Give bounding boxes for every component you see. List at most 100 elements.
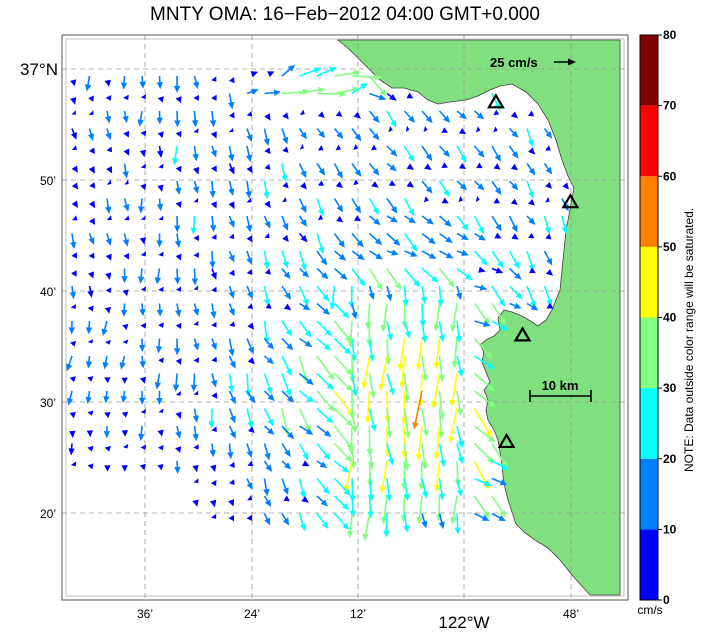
current-vector [174, 268, 181, 285]
current-vector [299, 144, 304, 150]
current-vector [263, 495, 272, 507]
current-vector [87, 445, 94, 452]
current-vector [386, 232, 401, 246]
y-tick-label: 30’ [40, 396, 56, 410]
current-vector [139, 355, 146, 369]
colorbar-segment [640, 388, 658, 459]
current-vector [193, 390, 199, 395]
current-vector [228, 408, 236, 424]
current-vector [246, 338, 254, 355]
current-vector [364, 390, 371, 424]
current-vector [316, 425, 332, 437]
current-vector [245, 145, 253, 163]
current-vector [157, 145, 164, 159]
current-vector [334, 69, 361, 77]
current-vector [211, 234, 217, 240]
y-tick-label: 50’ [40, 174, 56, 188]
current-vector [473, 110, 485, 120]
current-vector [333, 267, 348, 280]
current-vector [299, 67, 322, 77]
current-vector [508, 267, 522, 280]
station-4 [497, 432, 516, 449]
reference-arrow-head [568, 58, 576, 66]
current-vector [333, 337, 352, 355]
current-vector [263, 355, 275, 365]
current-vectors [66, 64, 569, 541]
current-vector [140, 251, 147, 257]
current-vector [368, 162, 380, 176]
current-vector [211, 165, 217, 173]
current-vector [402, 285, 409, 307]
current-vector [209, 215, 217, 233]
current-vector [155, 338, 163, 354]
current-vector [105, 128, 112, 141]
current-vector [211, 356, 217, 363]
current-vector [456, 390, 464, 417]
x-axis-ticks: 36’ 24’ 12’ 122°W 48’ [137, 607, 579, 632]
current-vector [388, 180, 396, 186]
current-vector [88, 95, 94, 102]
current-vector [211, 76, 217, 82]
current-vector [175, 165, 182, 173]
current-vector [473, 180, 485, 191]
current-vector [69, 285, 76, 300]
current-vector [528, 147, 536, 155]
current-vector [316, 442, 331, 461]
current-vector [333, 477, 351, 496]
current-vector [403, 478, 410, 502]
current-vector [209, 110, 217, 128]
current-vector [335, 144, 341, 151]
current-vector [298, 478, 306, 499]
current-vector [349, 495, 357, 518]
current-vector [545, 181, 552, 189]
current-vector [158, 322, 164, 328]
current-vector [438, 320, 446, 343]
current-vector [263, 373, 273, 395]
current-vector [138, 425, 145, 441]
current-vector [263, 443, 271, 461]
current-vector [316, 337, 332, 351]
current-vector [87, 305, 94, 312]
current-vector [228, 515, 235, 522]
current-vector [105, 198, 112, 215]
current-vector [493, 109, 500, 116]
current-vector [529, 267, 536, 274]
current-vector [247, 460, 254, 467]
current-vector [473, 303, 491, 326]
current-vector [403, 145, 415, 163]
current-vector [210, 145, 217, 158]
current-vector [121, 377, 128, 384]
current-vector [87, 376, 94, 382]
current-vector [154, 373, 162, 390]
current-vector [175, 253, 182, 261]
current-vector [103, 390, 110, 404]
current-vector [543, 215, 551, 235]
current-vector [121, 411, 129, 418]
current-vector [421, 320, 428, 344]
current-vector [423, 125, 428, 133]
current-vector [192, 499, 199, 507]
current-vector [105, 233, 112, 246]
current-vector [281, 163, 288, 183]
current-vector [104, 110, 112, 124]
current-vector [450, 303, 458, 333]
current-vector [228, 201, 235, 210]
current-vector [175, 425, 182, 439]
current-vector [71, 252, 78, 259]
current-vector [193, 444, 199, 450]
current-vector [316, 460, 328, 469]
current-vector [281, 478, 289, 496]
current-vector [282, 197, 287, 203]
current-vector [353, 179, 359, 186]
current-vector [423, 196, 429, 203]
reference-arrow-label: 25 cm/s [490, 55, 538, 70]
current-vector [281, 373, 292, 397]
current-vector [228, 373, 235, 393]
current-vector [263, 513, 271, 526]
current-vector [87, 463, 94, 470]
current-vector [86, 430, 94, 438]
current-vector [210, 303, 217, 319]
current-vector [105, 272, 112, 280]
current-vector [106, 215, 112, 221]
map-border [61, 34, 629, 601]
